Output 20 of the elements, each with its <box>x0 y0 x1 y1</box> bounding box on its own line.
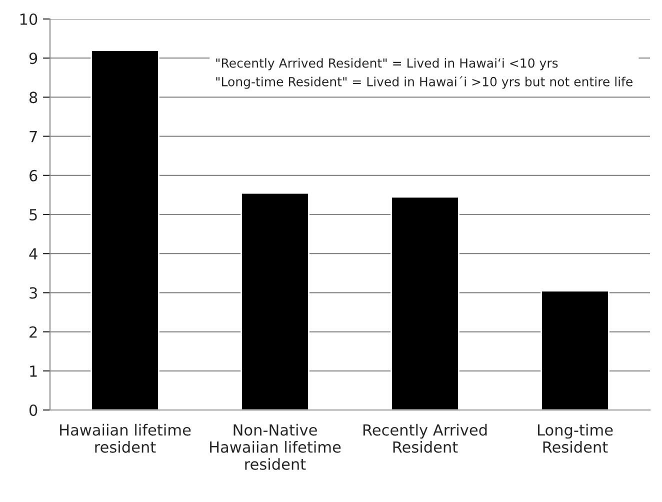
y-tick-label: 8 <box>30 92 38 104</box>
bar <box>90 50 160 410</box>
x-tick-label: Long-time Resident <box>538 424 613 453</box>
annotation: "Recently Arrived Resident" = Lived in Hawaiʻi <10 yrs "Long-time Resident" = Lived in Hawai´i >10 yrs but not entire life <box>216 58 632 89</box>
y-tick-label: 0 <box>29 404 38 416</box>
bar <box>240 192 310 410</box>
y-tick-label: 7 <box>30 130 37 142</box>
y-tick-label: 3 <box>30 287 37 299</box>
y-tick-label: 9 <box>29 52 38 64</box>
x-tick-label: Recently Arrived Resident <box>363 424 487 453</box>
x-tick-label: Non-Native Hawaiian lifetime resident <box>210 424 341 470</box>
y-tick-label: 6 <box>30 170 38 182</box>
y-tick-label: 5 <box>30 209 37 221</box>
y-tick-label: 1 <box>30 366 37 377</box>
y-tick-label: 4 <box>29 248 38 260</box>
y-tick-label: 10 <box>20 13 38 26</box>
bar <box>540 290 610 410</box>
y-tick-label: 2 <box>30 326 37 338</box>
x-tick-label: Hawaiian lifetime resident <box>60 424 191 453</box>
bar <box>390 196 460 410</box>
